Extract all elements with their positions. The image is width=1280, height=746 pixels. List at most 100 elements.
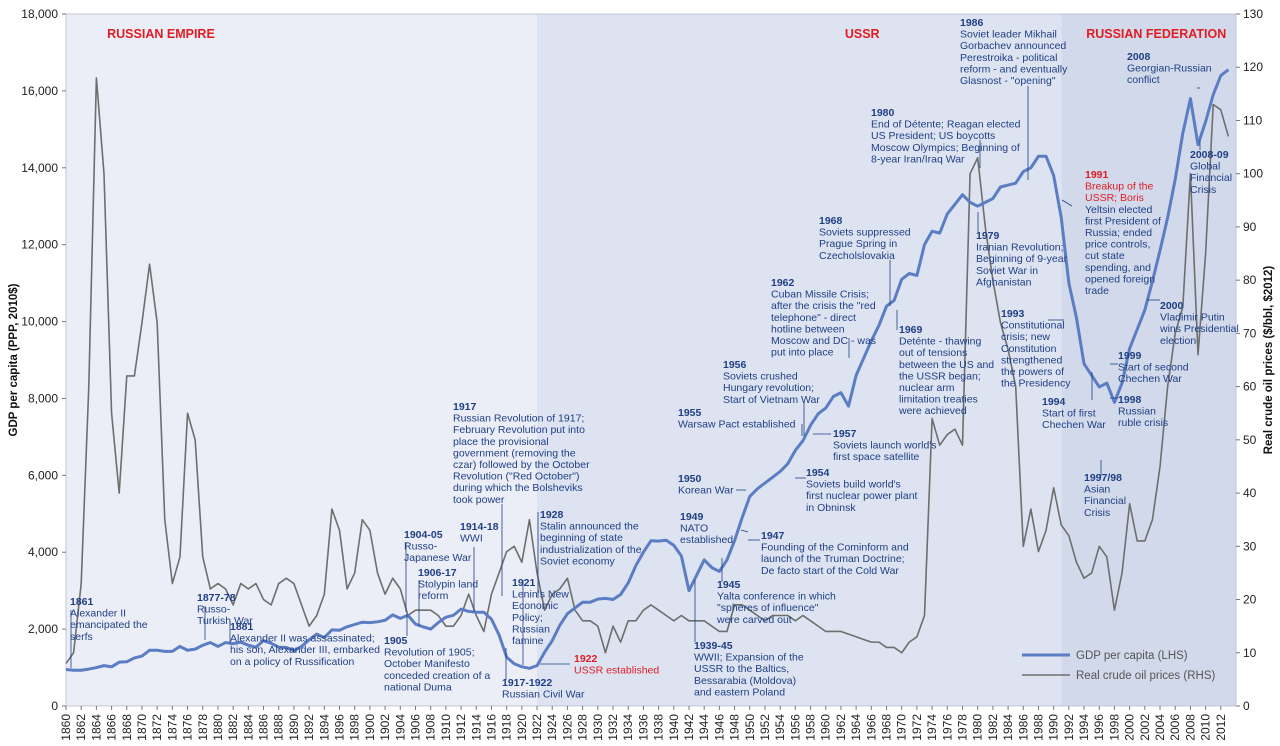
- annotation-text-line: NATO: [680, 523, 708, 535]
- annotation-year: 1980: [871, 107, 895, 119]
- annotation-text-line: Moscow and DC - was: [771, 335, 876, 347]
- annotation-text-line: Czecholslovakia: [819, 250, 895, 262]
- x-tick-label: 2004: [1153, 714, 1167, 741]
- right-tick-label: 70: [1243, 326, 1257, 340]
- x-tick-label: 1860: [59, 714, 73, 741]
- annotation-text-line: Soviet War in: [976, 265, 1038, 277]
- left-tick-label: 14,000: [21, 161, 58, 175]
- annotation-text-line: were achieved: [898, 405, 967, 417]
- left-tick-label: 4,000: [28, 545, 58, 559]
- annotation-text-line: Alexander II: [70, 608, 126, 620]
- annotation-text-line: "spheres of influence": [717, 602, 819, 614]
- era-bands: [66, 14, 1236, 706]
- annotation-connector: [740, 529, 749, 533]
- x-tick-label: 1864: [89, 714, 103, 741]
- annotation-year: 1914-18: [460, 521, 499, 533]
- x-tick-label: 1944: [697, 714, 711, 741]
- x-tick-label: 2002: [1138, 714, 1152, 741]
- x-tick-label: 1996: [1092, 714, 1106, 741]
- x-tick-label: 1950: [743, 714, 757, 741]
- annotation-text-line: czar) followed by the October: [453, 459, 590, 471]
- annotation-text-line: government (removing the: [453, 447, 576, 459]
- annotation-text-line: De facto start of the Cold War: [761, 565, 899, 577]
- annotation-text-line: Start of second: [1118, 362, 1189, 374]
- x-tick-label: 1898: [348, 714, 362, 741]
- annotation-year: 1999: [1118, 350, 1142, 362]
- right-tick-label: 120: [1243, 60, 1263, 74]
- x-tick-label: 1938: [652, 714, 666, 741]
- annotation-text-line: Global: [1190, 161, 1220, 173]
- x-tick-label: 1966: [864, 714, 878, 741]
- x-tick-label: 1974: [925, 714, 939, 741]
- x-tick-label: 1888: [272, 714, 286, 741]
- annotation-text-line: Revolution of 1905;: [384, 647, 474, 659]
- annotation-text-line: End of Détente; Reagan elected: [871, 119, 1021, 131]
- x-tick-label: 1936: [636, 714, 650, 741]
- annotation-text-line: Constitutional: [1001, 320, 1065, 332]
- annotation-text-line: national Duma: [384, 681, 452, 693]
- annotation-text-line: after the crisis the "red: [771, 300, 876, 312]
- annotation-text-line: Russian Revolution of 1917;: [453, 413, 584, 425]
- annotation-text-line: price controls,: [1085, 239, 1150, 251]
- x-tick-label: 1932: [606, 714, 620, 741]
- annotation-year: 1968: [819, 215, 843, 227]
- annotation-text-line: Glasnost - "opening": [960, 75, 1056, 87]
- left-tick-label: 18,000: [21, 7, 58, 21]
- annotation-text-line: Economic: [512, 600, 558, 612]
- x-tick-label: 1894: [317, 714, 331, 741]
- annotation-text-line: Chechen War: [1118, 373, 1182, 385]
- x-tick-label: 1910: [439, 714, 453, 741]
- x-tick-label: 1958: [804, 714, 818, 741]
- era-labels: RUSSIAN EMPIRE USSR RUSSIAN FEDERATION: [107, 27, 1226, 41]
- annotation-text-line: Financial: [1084, 495, 1126, 507]
- legend: GDP per capita (LHS) Real crude oil price…: [1022, 650, 1215, 682]
- annotation-text-line: Russo-: [197, 604, 231, 616]
- x-tick-label: 1976: [940, 714, 954, 741]
- x-tick-label: 1896: [333, 714, 347, 741]
- left-axis-title: GDP per capita (PPP, 2010$): [8, 283, 20, 436]
- annotation-text-line: Revolution ("Red October"): [453, 471, 580, 483]
- annotation-year: 1994: [1042, 396, 1066, 408]
- x-tick-label: 1980: [971, 714, 985, 741]
- left-tick-label: 2,000: [28, 622, 58, 636]
- annotation-text-line: reform - and eventually: [960, 63, 1068, 75]
- x-tick-label: 1946: [712, 714, 726, 741]
- right-tick-label: 60: [1243, 380, 1257, 394]
- annotation-text-line: Russian: [1118, 406, 1156, 418]
- annotation-text-line: hotline between: [771, 323, 845, 335]
- annotation-text-line: the Presidency: [1001, 378, 1071, 390]
- annotation-text-line: USSR to the Baltics,: [694, 663, 789, 675]
- annotation-text-line: his son, Alexander III, embarked: [230, 644, 380, 656]
- annotation-text-line: between the US and: [899, 359, 994, 371]
- annotation-text-line: Soviet leader Mikhail: [960, 29, 1057, 41]
- series-real-crude-oil-prices-rhs: [65, 77, 1230, 664]
- annotation-year: 1998: [1118, 394, 1142, 406]
- annotation-text-line: first nuclear power plant: [806, 490, 918, 502]
- annotation-text-line: Afghanistan: [976, 276, 1032, 288]
- annotation-text-line: Policy;: [512, 612, 543, 624]
- annotation-text-line: opened foreign: [1085, 273, 1155, 285]
- x-tick-label: 1906: [408, 714, 422, 741]
- x-tick-label: 1900: [363, 714, 377, 741]
- left-tick-label: 16,000: [21, 84, 58, 98]
- annotation-text-line: in Obninsk: [806, 502, 856, 514]
- x-tick-label: 1970: [895, 714, 909, 741]
- annotation-text-line: Warsaw Pact established: [678, 419, 796, 431]
- x-tick-label: 1870: [135, 714, 149, 741]
- annotation-text-line: Soviet economy: [540, 555, 615, 567]
- annotation-text-line: established: [680, 534, 733, 546]
- annotation-text-line: place the provisional: [453, 436, 549, 448]
- annotation-text-line: Korean War: [678, 485, 734, 497]
- x-tick-label: 2010: [1199, 714, 1213, 741]
- annotation-text-line: on a policy of Russification: [230, 656, 354, 668]
- annotation-year: 2008-09: [1190, 149, 1229, 161]
- annotation-text-line: launch of the Truman Doctrine;: [761, 553, 905, 565]
